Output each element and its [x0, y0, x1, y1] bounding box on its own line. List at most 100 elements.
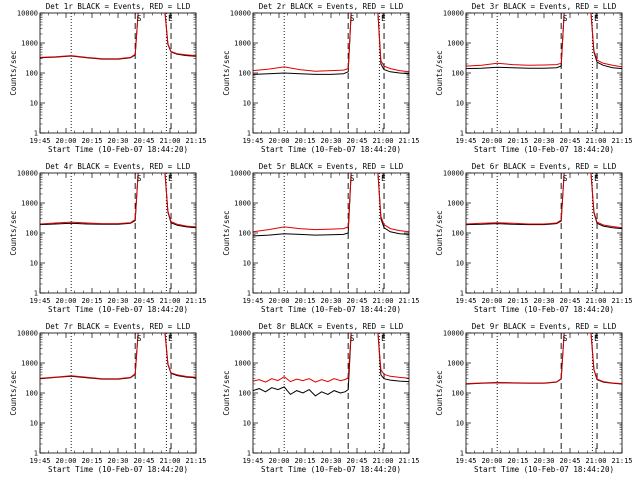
y-tick-label: 10000	[443, 170, 464, 178]
plot-frame	[39, 332, 197, 454]
x-tick-label: 20:00	[55, 457, 76, 465]
event-marker-label: S	[137, 14, 142, 23]
y-tick-label: 10000	[17, 10, 38, 18]
x-tick-label: 21:15	[185, 297, 206, 305]
y-tick-label: 10	[243, 420, 251, 428]
y-tick-label: 1000	[21, 40, 38, 48]
series-line-lld	[253, 173, 409, 233]
plot-frame	[252, 12, 410, 134]
x-tick-label: 20:00	[481, 137, 502, 145]
x-tick-label: 20:30	[533, 457, 554, 465]
event-marker-label: S	[563, 334, 568, 343]
x-tick-label: 20:00	[268, 137, 289, 145]
x-tick-label: 20:15	[507, 137, 528, 145]
x-tick-label: 20:00	[55, 137, 76, 145]
x-tick-label: 19:45	[29, 297, 50, 305]
y-tick-label: 10	[456, 100, 464, 108]
x-tick-label: 20:00	[481, 297, 502, 305]
x-tick-label: 19:45	[455, 457, 476, 465]
x-axis-label: Start Time (10-Feb-07 18:44:20)	[474, 465, 614, 474]
y-tick-label: 1	[34, 130, 38, 138]
chart-title: Det 1r BLACK = Events, RED = LLD	[46, 2, 191, 11]
x-tick-label: 19:45	[455, 297, 476, 305]
plot-frame	[252, 172, 410, 294]
y-tick-label: 10	[30, 420, 38, 428]
y-tick-label: 1	[247, 450, 251, 458]
event-marker-label: E	[594, 174, 599, 183]
x-tick-label: 21:15	[398, 137, 419, 145]
x-tick-label: 20:30	[533, 297, 554, 305]
plot-frame	[252, 332, 410, 454]
event-marker-label: E	[168, 334, 173, 343]
y-tick-label: 10000	[443, 330, 464, 338]
series-line-lld	[253, 13, 409, 73]
x-tick-label: 20:15	[81, 297, 102, 305]
x-tick-label: 20:15	[507, 297, 528, 305]
x-tick-label: 20:30	[320, 457, 341, 465]
chart-title: Det 4r BLACK = Events, RED = LLD	[46, 162, 191, 171]
y-tick-label: 1	[247, 130, 251, 138]
x-tick-label: 19:45	[29, 457, 50, 465]
event-marker-label: S	[350, 174, 355, 183]
y-tick-label: 10000	[230, 10, 251, 18]
event-marker-label: E	[168, 14, 173, 23]
y-tick-label: 10	[243, 260, 251, 268]
chart-title: Det 7r BLACK = Events, RED = LLD	[46, 322, 191, 331]
event-marker-label: S	[563, 14, 568, 23]
x-axis-label: Start Time (10-Feb-07 18:44:20)	[48, 465, 188, 474]
y-tick-label: 100	[25, 230, 38, 238]
x-tick-label: 19:45	[242, 457, 263, 465]
x-tick-label: 20:15	[294, 457, 315, 465]
chart-panel-2: Det 2r BLACK = Events, RED = LLD 1 10 100 10…	[222, 2, 420, 154]
plot-frame	[39, 172, 197, 294]
y-tick-label: 10000	[230, 330, 251, 338]
event-marker-label: S	[137, 334, 142, 343]
x-tick-label: 21:15	[185, 137, 206, 145]
x-tick-label: 20:15	[81, 457, 102, 465]
x-tick-label: 20:45	[133, 457, 154, 465]
y-axis-label: Counts/sec	[222, 370, 231, 415]
series-line-lld	[466, 333, 622, 385]
x-tick-label: 21:00	[159, 457, 180, 465]
chart-panel-6: Det 6r BLACK = Events, RED = LLD 1 10 100 10…	[435, 162, 633, 314]
series-line-events	[466, 173, 622, 230]
x-tick-label: 20:30	[320, 297, 341, 305]
x-tick-label: 20:45	[559, 297, 580, 305]
y-tick-label: 10000	[17, 330, 38, 338]
y-axis-label: Counts/sec	[435, 210, 444, 255]
chart-title: Det 3r BLACK = Events, RED = LLD	[472, 2, 617, 11]
chart-panel-9: Det 9r BLACK = Events, RED = LLD 1 10 100 10…	[435, 322, 633, 474]
y-tick-label: 10	[243, 100, 251, 108]
event-marker-label: E	[594, 334, 599, 343]
x-axis-label: Start Time (10-Feb-07 18:44:20)	[474, 145, 614, 154]
x-tick-label: 21:00	[372, 137, 393, 145]
series-line-lld	[466, 173, 622, 229]
y-tick-label: 1	[34, 290, 38, 298]
y-tick-label: 100	[451, 390, 464, 398]
y-axis-label: Counts/sec	[222, 50, 231, 95]
series-line-events	[466, 13, 622, 70]
chart-panel-5: Det 5r BLACK = Events, RED = LLD 1 10 100 10…	[222, 162, 420, 314]
x-tick-label: 20:00	[268, 297, 289, 305]
plot-frame	[465, 172, 623, 294]
x-tick-label: 20:30	[107, 137, 128, 145]
x-axis-label: Start Time (10-Feb-07 18:44:20)	[48, 305, 188, 314]
x-tick-label: 20:45	[559, 457, 580, 465]
chart-title: Det 6r BLACK = Events, RED = LLD	[472, 162, 617, 171]
y-tick-label: 10	[456, 260, 464, 268]
chart-panel-1: Det 1r BLACK = Events, RED = LLD 1 10 100 10…	[9, 2, 207, 154]
x-axis-label: Start Time (10-Feb-07 18:44:20)	[261, 145, 401, 154]
x-tick-label: 20:30	[107, 457, 128, 465]
y-tick-label: 1000	[21, 360, 38, 368]
x-tick-label: 21:00	[372, 297, 393, 305]
y-tick-label: 1	[247, 290, 251, 298]
y-tick-label: 100	[451, 70, 464, 78]
event-marker-label: E	[594, 14, 599, 23]
y-tick-label: 10000	[17, 170, 38, 178]
chart-panel-4: Det 4r BLACK = Events, RED = LLD 1 10 100 10…	[9, 162, 207, 314]
series-line-events	[253, 173, 409, 237]
x-tick-label: 21:15	[185, 457, 206, 465]
chart-title: Det 9r BLACK = Events, RED = LLD	[472, 322, 617, 331]
series-line-lld	[466, 13, 622, 68]
